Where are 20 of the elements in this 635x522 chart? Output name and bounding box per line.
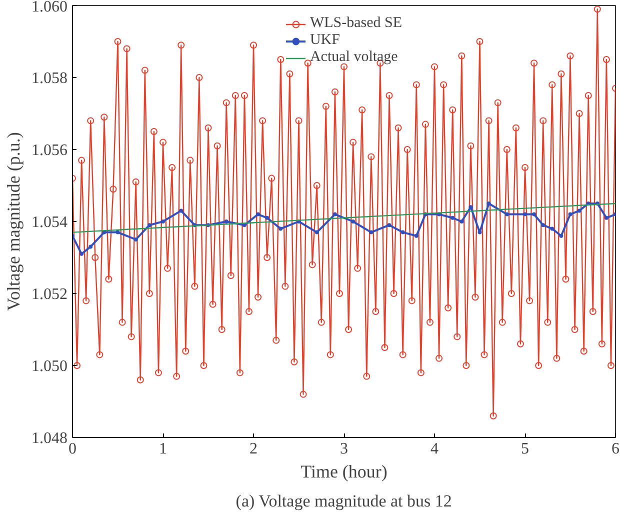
legend-label: Actual voltage <box>310 49 398 66</box>
text: (a) Voltage magnitude at bus 12 <box>236 492 452 510</box>
x-tick-label: 1 <box>159 440 167 458</box>
y-tick-label: 1.050 <box>32 358 68 375</box>
x-tick-label: 6 <box>612 440 620 458</box>
y-tick-label: 1.056 <box>32 142 68 159</box>
x-tick-label: 0 <box>68 440 76 458</box>
y-tick-label: 1.048 <box>32 430 68 447</box>
x-tick-label: 4 <box>430 440 438 458</box>
legend-label: UKF <box>310 32 340 49</box>
y-tick-label: 1.052 <box>32 286 68 303</box>
y-tick-label: 1.054 <box>32 214 68 231</box>
y-axis-title: Voltage magnitude (p.u.) <box>4 132 24 311</box>
x-tick-label: 5 <box>521 440 529 458</box>
x-tick-label: 2 <box>250 440 258 458</box>
y-tick-label: 1.060 <box>32 0 68 16</box>
x-axis-title: Time (hour) <box>300 462 388 482</box>
x-tick-label: 3 <box>340 440 348 458</box>
y-tick-label: 1.058 <box>32 70 68 87</box>
legend-label: WLS-based SE <box>310 15 402 32</box>
